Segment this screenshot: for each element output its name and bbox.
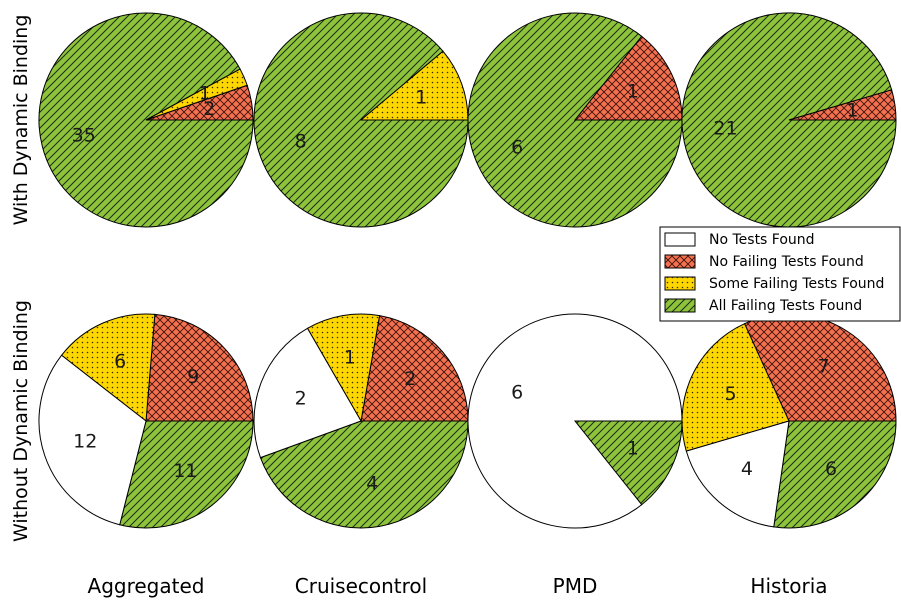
pie-value-label-without-dynamic-binding-cruisecontrol-no-tests: 2 xyxy=(295,388,307,410)
pie-slice-without-dynamic-binding-cruisecontrol-all-failing xyxy=(259,420,469,529)
pie-value-label-without-dynamic-binding-historia-some-failing: 5 xyxy=(725,383,737,405)
pie-slice-without-dynamic-binding-historia-no-tests xyxy=(685,420,790,528)
pie-slice-without-dynamic-binding-aggregated-some-failing xyxy=(60,313,156,422)
pie-slice-without-dynamic-binding-pmd-no-tests xyxy=(467,313,683,529)
legend-swatch-no-tests xyxy=(664,232,696,247)
pie-value-label-without-dynamic-binding-historia-no-tests: 4 xyxy=(741,458,753,480)
legend-label-no-failing: No Failing Tests Found xyxy=(709,254,864,270)
legend-swatch-no-failing xyxy=(664,254,696,269)
column-label-cruisecontrol: Cruisecontrol xyxy=(295,574,427,598)
column-label-aggregated: Aggregated xyxy=(88,574,205,598)
pie-slice-without-dynamic-binding-cruisecontrol-no-tests xyxy=(253,327,362,459)
legend-swatch-some-failing xyxy=(664,276,696,291)
pie-slice-without-dynamic-binding-aggregated-no-failing xyxy=(145,313,254,422)
legend-label-all-failing: All Failing Tests Found xyxy=(709,298,862,314)
row-label-with-dynamic-binding: With Dynamic Binding xyxy=(10,15,32,226)
legend-entry-all-failing: All Failing Tests Found xyxy=(664,298,862,314)
pie-value-label-with-dynamic-binding-historia-all-failing: 21 xyxy=(713,118,737,140)
pie-slice-with-dynamic-binding-historia-no-failing xyxy=(788,89,897,121)
pie-value-label-with-dynamic-binding-historia-no-failing: 1 xyxy=(846,99,858,121)
pie-value-label-without-dynamic-binding-cruisecontrol-no-failing: 2 xyxy=(404,368,416,390)
legend-label-some-failing: Some Failing Tests Found xyxy=(709,276,884,292)
legend-frame xyxy=(659,226,901,322)
legend-entry-no-failing: No Failing Tests Found xyxy=(664,254,864,270)
pie-value-label-without-dynamic-binding-historia-all-failing: 6 xyxy=(825,458,837,480)
pie-value-label-without-dynamic-binding-aggregated-no-failing: 9 xyxy=(187,366,199,388)
pie-slice-with-dynamic-binding-aggregated-some-failing xyxy=(145,68,248,121)
legend-label-no-tests: No Tests Found xyxy=(709,232,815,248)
pie-value-label-without-dynamic-binding-cruisecontrol-all-failing: 4 xyxy=(366,473,378,495)
pie-slice-without-dynamic-binding-aggregated-all-failing xyxy=(119,420,254,529)
pie-value-label-without-dynamic-binding-pmd-no-tests: 6 xyxy=(511,382,523,404)
pie-slice-without-dynamic-binding-cruisecontrol-some-failing xyxy=(306,313,381,423)
pie-value-label-with-dynamic-binding-aggregated-some-failing: 1 xyxy=(199,83,211,105)
pie-value-label-without-dynamic-binding-pmd-all-failing: 1 xyxy=(627,437,639,459)
pie-value-label-with-dynamic-binding-pmd-all-failing: 6 xyxy=(511,136,523,158)
legend: No Tests Found No Failing Tests Found So… xyxy=(659,226,901,322)
pie-value-label-without-dynamic-binding-aggregated-some-failing: 6 xyxy=(114,351,126,373)
pie-slice-without-dynamic-binding-aggregated-no-tests xyxy=(38,354,147,526)
pie-value-label-without-dynamic-binding-aggregated-all-failing: 11 xyxy=(173,460,197,482)
pie-slice-with-dynamic-binding-cruisecontrol-all-failing xyxy=(253,12,469,228)
pie-value-label-with-dynamic-binding-cruisecontrol-some-failing: 1 xyxy=(415,87,427,109)
pie-value-label-with-dynamic-binding-aggregated-no-failing: 2 xyxy=(203,98,215,120)
pie-slice-without-dynamic-binding-historia-some-failing xyxy=(681,323,790,452)
legend-swatch-all-failing xyxy=(664,298,696,313)
pie-value-label-with-dynamic-binding-aggregated-all-failing: 35 xyxy=(72,124,96,146)
pie-value-label-without-dynamic-binding-aggregated-no-tests: 12 xyxy=(73,430,97,452)
pies-layer xyxy=(38,12,897,529)
pie-value-label-without-dynamic-binding-historia-no-failing: 7 xyxy=(818,355,830,377)
legend-entry-some-failing: Some Failing Tests Found xyxy=(664,276,884,292)
column-label-historia: Historia xyxy=(750,574,827,598)
pie-slice-without-dynamic-binding-historia-all-failing xyxy=(773,420,897,529)
legend-entry-no-tests: No Tests Found xyxy=(664,232,815,248)
pie-slice-without-dynamic-binding-cruisecontrol-no-failing xyxy=(360,315,469,422)
row-label-without-dynamic-binding: Without Dynamic Binding xyxy=(10,300,32,542)
column-label-pmd: PMD xyxy=(553,574,598,598)
pie-value-label-with-dynamic-binding-pmd-no-failing: 1 xyxy=(627,81,639,103)
pie-value-label-with-dynamic-binding-cruisecontrol-all-failing: 8 xyxy=(295,130,307,152)
pie-value-label-without-dynamic-binding-cruisecontrol-some-failing: 1 xyxy=(344,346,356,368)
